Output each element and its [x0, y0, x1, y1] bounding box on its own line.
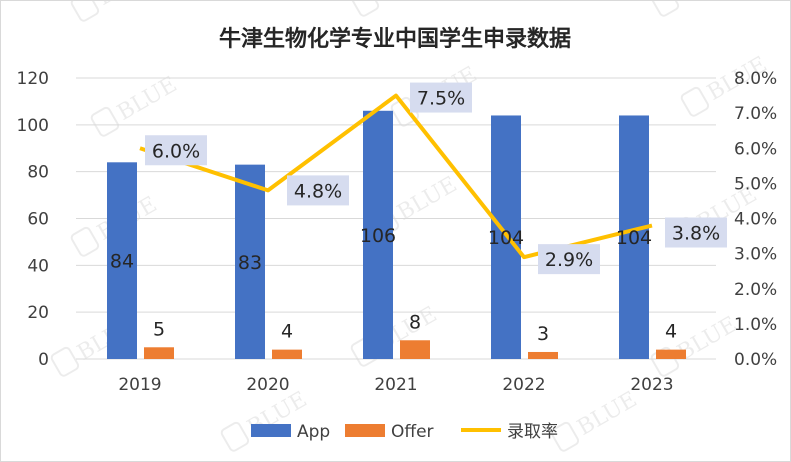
- left-tick-label: 20: [27, 303, 49, 323]
- watermark-text: BLUE: [373, 1, 441, 6]
- left-tick-label: 100: [17, 116, 49, 136]
- x-tick-label: 2020: [246, 375, 289, 395]
- watermark-mark: BLUE: [550, 387, 641, 452]
- rate-label-box: [665, 217, 727, 248]
- app-bar: [107, 162, 137, 359]
- rate-label-box: [145, 135, 207, 166]
- watermark-text: BLUE: [113, 72, 181, 126]
- watermark-text: BLUE: [93, 1, 161, 11]
- watermark-mark: BLUE: [220, 387, 311, 452]
- x-tick-label: 2019: [118, 375, 161, 395]
- app-value-label: 84: [110, 251, 134, 273]
- left-tick-label: 0: [38, 350, 49, 370]
- watermark-mark: BLUE: [90, 72, 181, 137]
- legend: App Offer 录取率: [251, 422, 558, 442]
- left-tick-label: 120: [17, 69, 49, 89]
- right-tick-label: 0.0%: [734, 350, 777, 370]
- watermark-mark: BLUE: [70, 1, 161, 22]
- app-value-label: 104: [488, 227, 524, 249]
- right-tick-label: 4.0%: [734, 210, 777, 230]
- app-value-label: 104: [616, 227, 652, 249]
- offer-bar: [272, 349, 302, 359]
- offer-bar: [144, 347, 174, 359]
- rate-value-label: 7.5%: [417, 88, 465, 110]
- watermark-mark: BLUE: [650, 312, 741, 377]
- offer-value-label: 4: [281, 321, 293, 343]
- rate-label-box: [410, 82, 472, 113]
- right-tick-label: 1.0%: [734, 315, 777, 335]
- legend-label: App: [297, 422, 330, 442]
- offer-value-label: 8: [409, 311, 421, 333]
- watermark-mark: BLUE: [350, 1, 441, 17]
- watermark-text: BLUE: [673, 1, 741, 6]
- rate-label-box: [287, 175, 349, 206]
- watermark-mark: BLUE: [650, 1, 741, 17]
- axes: 0 20 40 60 80 100 120 0.0% 1.0% 2.0% 3.0% 4.0% 5.0% 6…: [17, 69, 778, 395]
- x-tick-label: 2022: [502, 375, 545, 395]
- legend-label: 录取率: [507, 422, 558, 442]
- gridlines: [76, 77, 716, 360]
- app-bar: [363, 110, 393, 360]
- x-tick-label: 2023: [630, 375, 673, 395]
- app-bar: [235, 164, 265, 359]
- offer-bar: [656, 349, 686, 359]
- app-value-label: 106: [360, 225, 396, 247]
- app-value-label: 83: [238, 252, 262, 274]
- legend-swatch: [251, 424, 291, 437]
- chart-title: 牛津生物化学专业中国学生申录数据: [219, 26, 571, 52]
- rate-value-label: 2.9%: [545, 249, 593, 271]
- watermark-text: BLUE: [393, 172, 461, 226]
- offer-value-label: 3: [537, 323, 549, 345]
- rate-value-label: 4.8%: [294, 180, 342, 202]
- rate-value-label: 6.0%: [152, 140, 200, 162]
- right-tick-label: 5.0%: [734, 174, 777, 194]
- legend-swatch: [345, 424, 385, 437]
- left-tick-label: 40: [27, 256, 49, 276]
- right-tick-label: 2.0%: [734, 280, 777, 300]
- watermark-text: BLUE: [573, 387, 641, 441]
- offer-bar: [528, 351, 558, 359]
- rate-label-box: [538, 244, 600, 275]
- left-tick-label: 80: [27, 163, 49, 183]
- offer-bar: [400, 340, 430, 359]
- right-tick-label: 6.0%: [734, 139, 777, 159]
- right-tick-label: 3.0%: [734, 245, 777, 265]
- app-bar: [619, 115, 649, 359]
- legend-label: Offer: [391, 422, 434, 442]
- rate-value-label: 3.8%: [672, 223, 720, 245]
- offer-value-label: 4: [665, 321, 677, 343]
- right-tick-label: 7.0%: [734, 104, 777, 124]
- right-tick-label: 8.0%: [734, 69, 777, 89]
- bars: [107, 110, 686, 360]
- left-tick-label: 60: [27, 210, 49, 230]
- offer-value-label: 5: [153, 318, 165, 340]
- x-tick-label: 2021: [374, 375, 417, 395]
